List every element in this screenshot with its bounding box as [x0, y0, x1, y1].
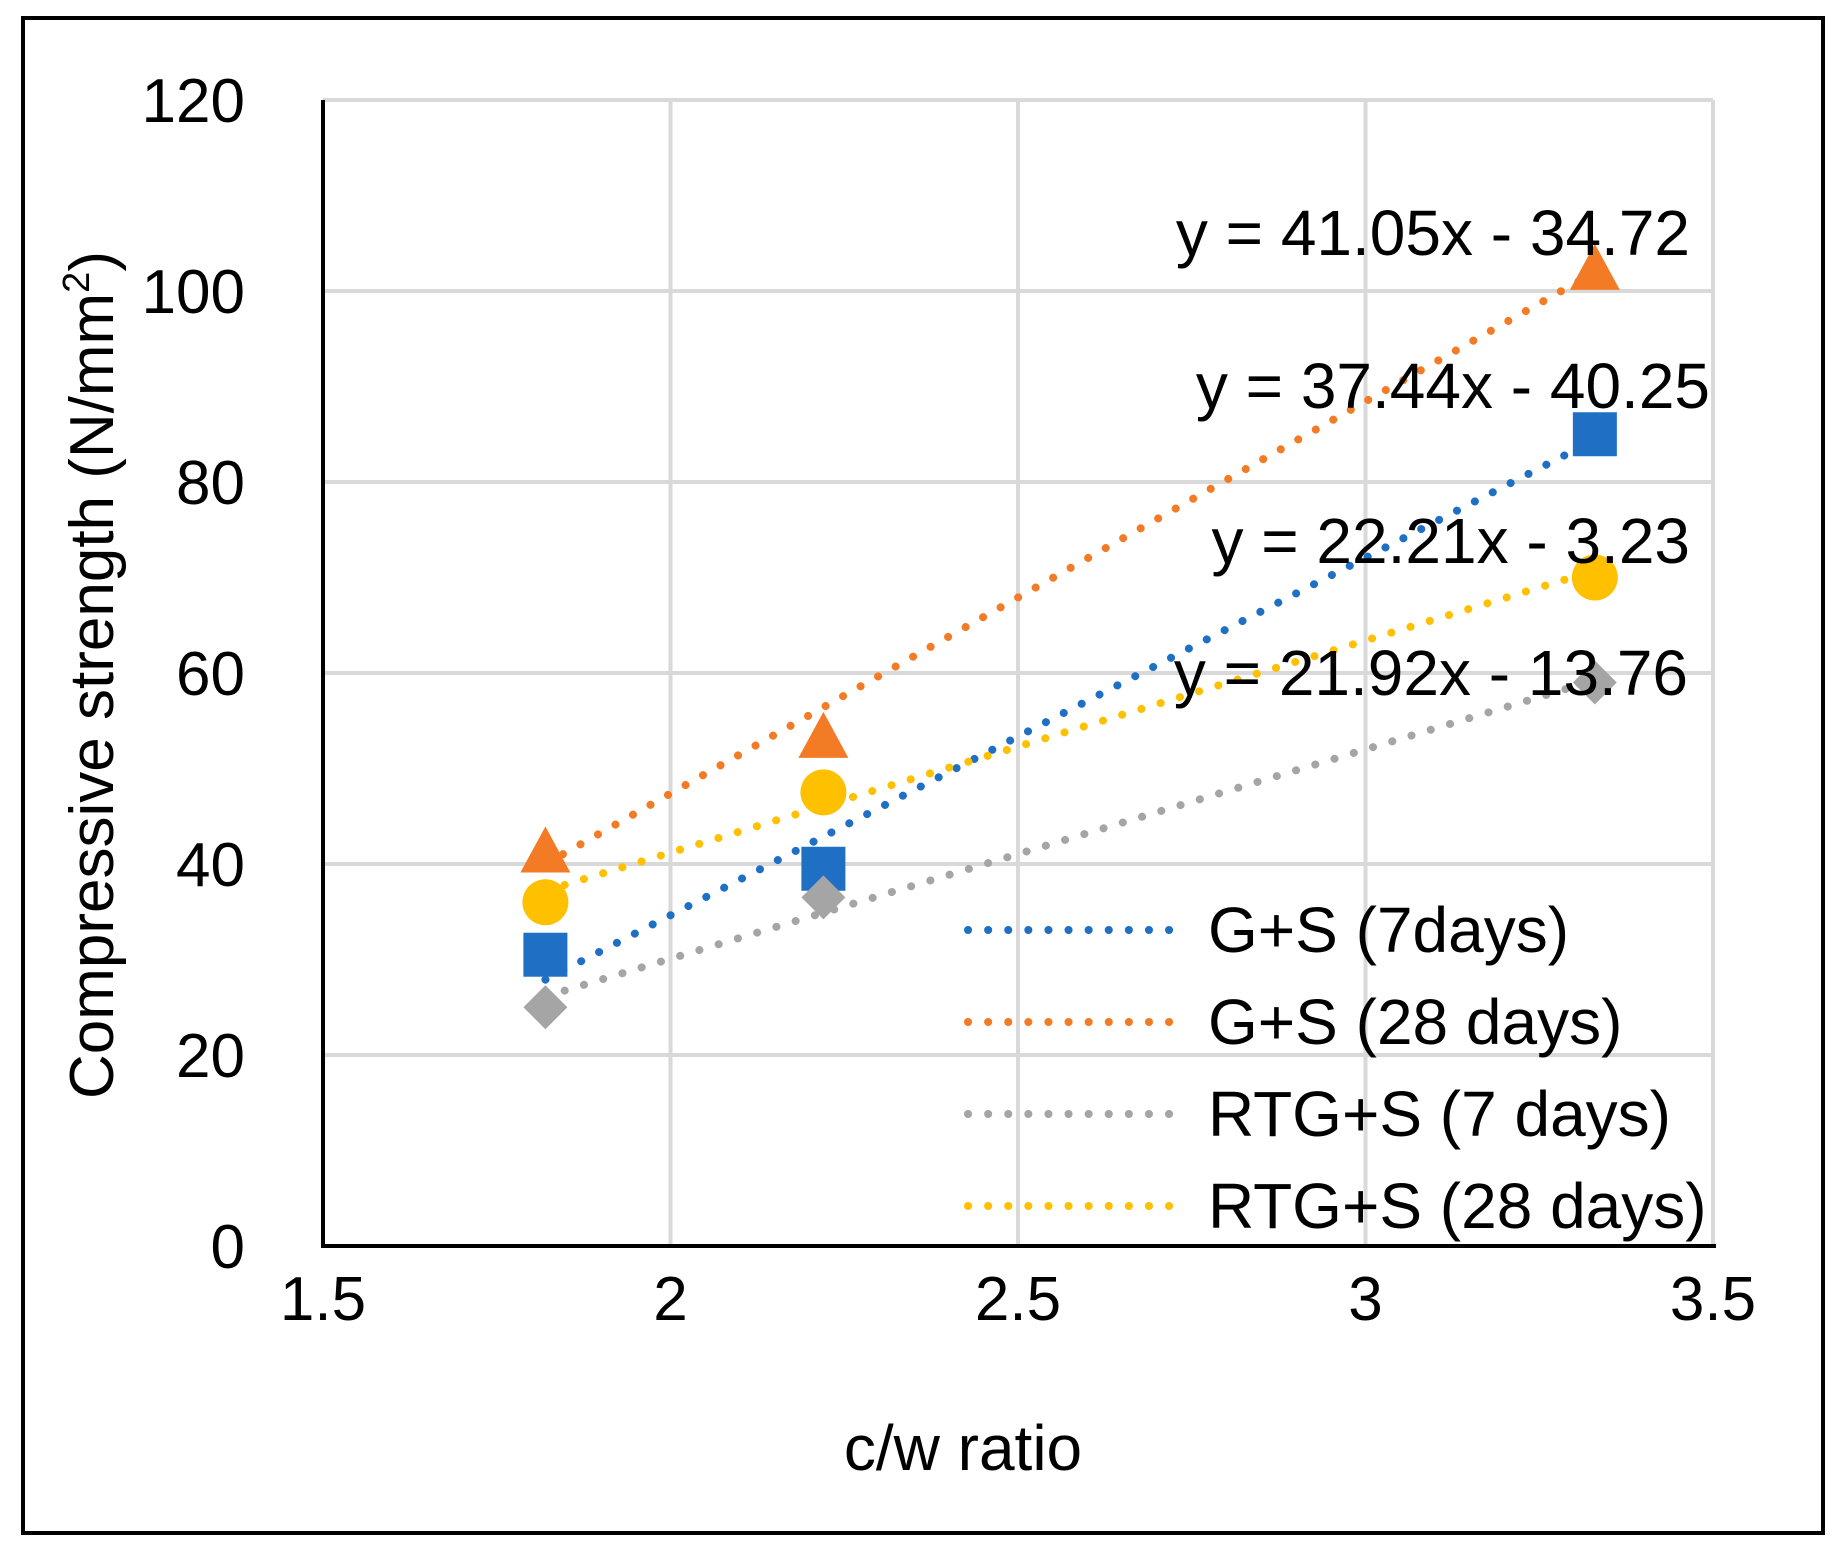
x-tick-label-2: 2 [653, 1265, 687, 1334]
x-tick-label-1-5: 1.5 [280, 1265, 366, 1334]
trendline-equations: y = 37.44x - 40.25 y = 41.05x - 34.72 y = … [1174, 197, 1710, 709]
y-tick-label-0: 0 [211, 1213, 245, 1282]
marker-rtg-s-28-days-2 [1571, 554, 1618, 601]
marker-rtg-s-7-days-2 [1572, 660, 1617, 705]
trendline-g-s-7days [541, 435, 1599, 984]
data-markers [520, 243, 1620, 1030]
marker-g-s-28-days-0 [520, 826, 571, 873]
equation-rtg-s-7-days: y = 21.92x - 13.76 [1174, 637, 1688, 709]
y-tick-labels: 0 20 40 60 80 100 120 [142, 67, 245, 1282]
trendlines [541, 268, 1599, 1001]
legend-label-rtg-s-7-days: RTG+S (7 days) [1208, 1078, 1671, 1150]
x-tick-label-3-5: 3.5 [1670, 1265, 1756, 1334]
marker-rtg-s-7-days-0 [523, 985, 568, 1030]
trendline-g-s-28-days [541, 268, 1599, 869]
axes [321, 100, 1716, 1248]
legend-label-rtg-s-28-days: RTG+S (28 days) [1208, 1170, 1707, 1242]
marker-g-s-28-days-2 [1569, 243, 1620, 290]
equation-g-s-28-days: y = 41.05x - 34.72 [1176, 197, 1690, 269]
x-tick-label-3: 3 [1348, 1265, 1382, 1334]
marker-g-s-7days-0 [523, 932, 568, 977]
x-tick-labels: 1.5 2 2.5 3 3.5 [280, 1265, 1756, 1334]
x-tick-label-2-5: 2.5 [975, 1265, 1061, 1334]
legend-label-g-s-28-days: G+S (28 days) [1208, 986, 1622, 1058]
y-tick-label-60: 60 [176, 640, 245, 709]
y-axis-title-close: ) [58, 251, 127, 272]
y-tick-label-80: 80 [176, 449, 245, 518]
equation-rtg-s-28-days: y = 22.21x - 3.23 [1211, 505, 1690, 577]
y-tick-label-120: 120 [142, 67, 245, 136]
y-axis-title-main: Compressive strength (N/mm [58, 293, 127, 1099]
marker-rtg-s-28-days-0 [522, 879, 569, 926]
marker-rtg-s-7-days-1 [801, 875, 846, 920]
y-tick-label-20: 20 [176, 1022, 245, 1091]
legend-label-g-s-7days: G+S (7days) [1208, 894, 1569, 966]
y-tick-label-100: 100 [142, 258, 245, 327]
y-tick-label-40: 40 [176, 831, 245, 900]
marker-g-s-28-days-1 [798, 711, 849, 758]
marker-rtg-s-28-days-1 [800, 769, 847, 816]
trendline-rtg-s-7-days [541, 676, 1599, 1001]
y-axis-title: Compressive strength (N/mm2) [56, 251, 127, 1099]
marker-g-s-7days-2 [1572, 412, 1617, 457]
legend: G+S (7days) G+S (28 days) RTG+S (7 days) RT… [964, 894, 1707, 1242]
equation-g-s-7days: y = 37.44x - 40.25 [1196, 350, 1710, 422]
trendline-rtg-s-28-days [541, 566, 1599, 895]
x-axis-title: c/w ratio [844, 1412, 1082, 1484]
y-axis-title-superscript: 2 [56, 272, 98, 293]
